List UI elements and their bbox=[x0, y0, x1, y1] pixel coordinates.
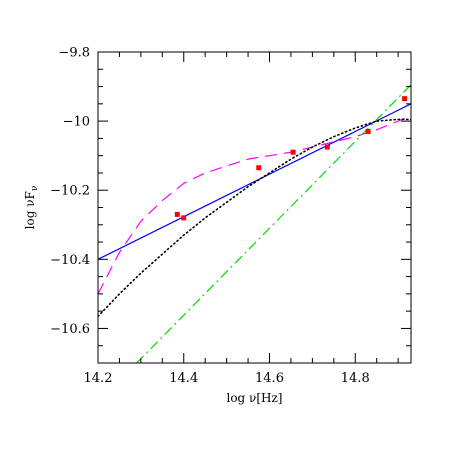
y-tick-label: −10 bbox=[63, 115, 90, 130]
points-layer bbox=[174, 96, 408, 221]
x-tick-label: 14.8 bbox=[341, 371, 370, 386]
data-point bbox=[181, 215, 187, 221]
series-line-dash-dot bbox=[136, 84, 411, 363]
x-axis-label: log ν[Hz] bbox=[226, 391, 282, 405]
series-layer bbox=[98, 84, 411, 363]
x-tick-label: 14.6 bbox=[255, 371, 284, 386]
x-tick-label: 14.2 bbox=[84, 371, 113, 386]
y-tick-label: −10.4 bbox=[50, 253, 90, 268]
y-axis-label-main: log νF bbox=[23, 191, 37, 229]
series-line-dotted bbox=[98, 118, 411, 318]
ticks-layer bbox=[97, 51, 411, 364]
y-tick-label: −9.8 bbox=[58, 46, 90, 61]
data-point bbox=[174, 211, 180, 217]
y-tick-label: −10.2 bbox=[50, 184, 90, 199]
data-point bbox=[256, 165, 262, 171]
x-tick-label: 14.4 bbox=[169, 371, 198, 386]
y-axis-label: log νFν bbox=[23, 186, 40, 230]
series-line-solid bbox=[98, 103, 411, 260]
series-line-dashed bbox=[98, 115, 411, 295]
y-tick-label: −10.6 bbox=[50, 322, 90, 337]
ticklabel-layer: 14.2 14.4 14.6 14.8 −10.6 −10.4 −10.2 −10 −9.8 bbox=[50, 46, 370, 387]
data-point bbox=[324, 144, 330, 150]
y-axis-label-subscript: ν bbox=[30, 186, 40, 191]
data-point bbox=[290, 149, 296, 155]
data-point bbox=[402, 96, 408, 102]
plot-frame bbox=[97, 51, 412, 364]
data-point bbox=[365, 128, 371, 134]
